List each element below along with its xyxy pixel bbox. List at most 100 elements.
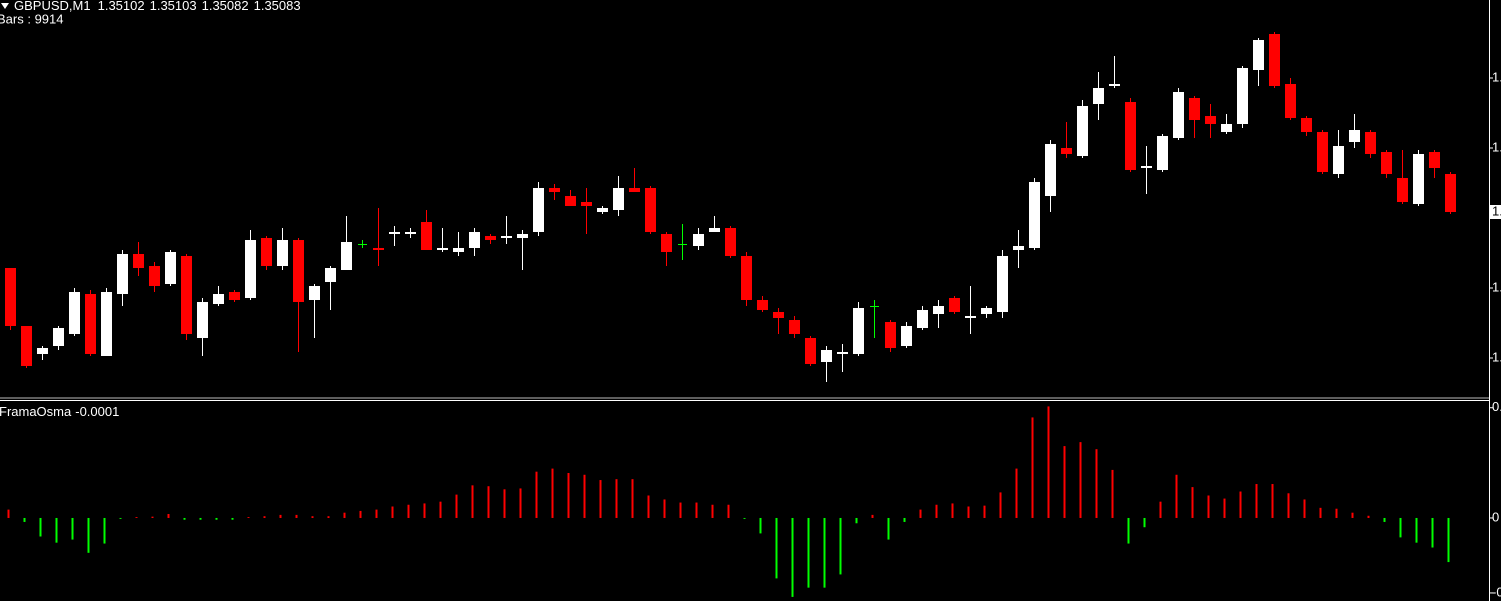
candle-body (261, 238, 272, 266)
candle-body (901, 326, 912, 346)
y-tick-label: 1.35010 (1492, 349, 1501, 364)
candle-body (565, 196, 576, 206)
candle-body (1301, 118, 1312, 132)
indicator-name: FramaOsma (0, 404, 72, 419)
candle-body (37, 348, 48, 354)
candle-body (437, 248, 448, 250)
y-tick-label: 0.00025 (1492, 399, 1501, 414)
candle-body (741, 256, 752, 300)
candle-body (517, 234, 528, 238)
candle-body (485, 236, 496, 240)
header-close: 1.35083 (254, 0, 301, 13)
chart-header: GBPUSD,M1 1.35102 1.35103 1.35082 1.35083 (14, 0, 301, 13)
candle-body (965, 316, 976, 318)
indicator-value: -0.0001 (75, 404, 119, 419)
candle-body (1333, 146, 1344, 174)
candle-body (453, 248, 464, 252)
candle-body (1141, 166, 1152, 168)
y-tick-label: -0.00017 (1492, 584, 1501, 599)
candle-body (1317, 132, 1328, 172)
candle-body (181, 256, 192, 334)
candle-body (101, 292, 112, 356)
candle-body (341, 242, 352, 270)
candle-body (661, 234, 672, 252)
candle-body (117, 254, 128, 294)
candle-body (1093, 88, 1104, 104)
candle-body (613, 188, 624, 210)
candle-body (1221, 124, 1232, 132)
candle-body (1365, 132, 1376, 154)
candle-body (245, 240, 256, 298)
candle-body (1205, 116, 1216, 124)
candle-body (1269, 34, 1280, 86)
candle-body (645, 188, 656, 232)
header-low: 1.35082 (202, 0, 249, 13)
candle-body (1061, 148, 1072, 154)
menu-arrow[interactable] (1, 3, 9, 9)
candle-body (581, 202, 592, 206)
y-tick-label: 0 (1492, 509, 1499, 524)
candle-body (725, 228, 736, 256)
candle-body (1045, 144, 1056, 196)
candle-body (709, 228, 720, 232)
y-tick-label: 1.35150 (1492, 69, 1501, 84)
candle-body (1109, 84, 1120, 86)
y-tick-label: 1.35115 (1492, 139, 1501, 154)
candle-body (1445, 174, 1456, 212)
candle-body (165, 252, 176, 284)
candle-body (1157, 136, 1168, 170)
candle-body (69, 292, 80, 334)
candle-body (773, 312, 784, 318)
candle-body (325, 268, 336, 282)
candle-body (1173, 92, 1184, 138)
candle-body (1349, 130, 1360, 142)
candle-body (133, 254, 144, 268)
candle-body (421, 222, 432, 250)
candle-body (1397, 178, 1408, 202)
candle-body (85, 294, 96, 354)
candle-body (757, 300, 768, 310)
candle-body (1013, 246, 1024, 250)
candle-body (293, 240, 304, 302)
header-open: 1.35102 (98, 0, 145, 13)
candle-body (837, 352, 848, 354)
candle-body (469, 232, 480, 248)
candle-body (501, 236, 512, 238)
candle-body (885, 322, 896, 348)
candle-body (277, 240, 288, 266)
candle-body (1253, 40, 1264, 70)
current-price-box (1490, 205, 1501, 219)
candle-body (997, 256, 1008, 312)
candle-body (693, 234, 704, 246)
candle-body (821, 350, 832, 362)
candle-body (53, 328, 64, 346)
candle-body (805, 338, 816, 364)
candle-body (629, 188, 640, 192)
candle-body (1381, 152, 1392, 174)
candle-body (1285, 84, 1296, 118)
candle-body (549, 188, 560, 192)
candle-body (1413, 154, 1424, 204)
y-tick-label: 1.35045 (1492, 279, 1501, 294)
header-high: 1.35103 (150, 0, 197, 13)
indicator-title: FramaOsma -0.0001 (0, 404, 119, 419)
candle-body (1189, 98, 1200, 120)
candle-body (533, 188, 544, 232)
candle-body (933, 306, 944, 314)
candle-body (981, 308, 992, 314)
candle-body (1237, 68, 1248, 124)
candle-body (197, 302, 208, 338)
candle-body (5, 268, 16, 326)
candle-body (309, 286, 320, 300)
candle-body (917, 310, 928, 328)
candle-body (853, 308, 864, 354)
candle-body (789, 320, 800, 334)
candle-body (373, 248, 384, 250)
candle-body (149, 266, 160, 286)
candle-body (597, 208, 608, 212)
bars-count: Bars : 9914 (0, 11, 64, 26)
candle-body (949, 298, 960, 312)
